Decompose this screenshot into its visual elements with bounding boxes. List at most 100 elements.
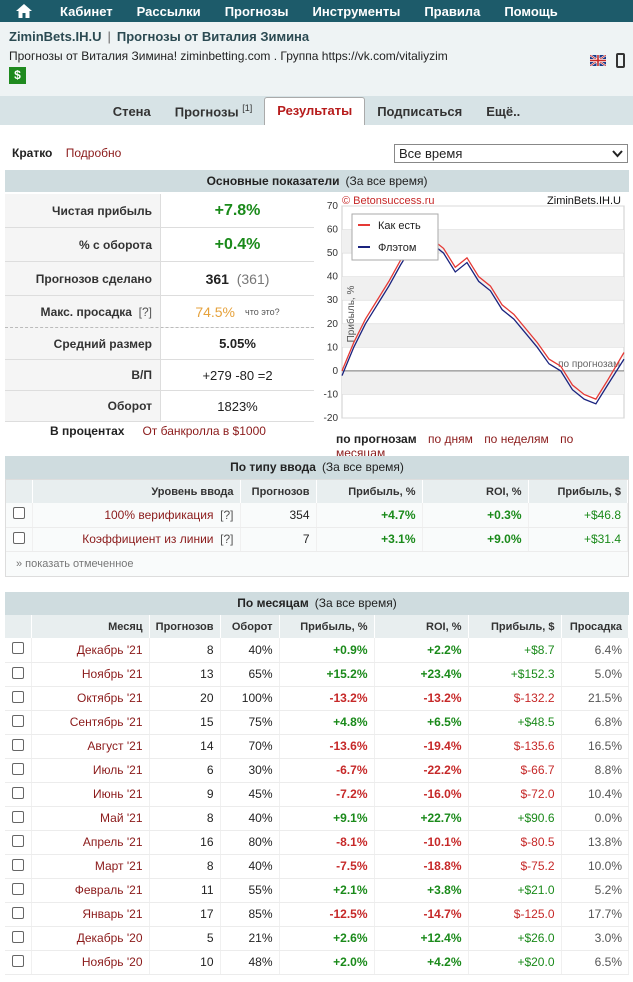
home-icon[interactable] [0, 0, 48, 22]
row-checkbox[interactable] [11, 858, 24, 871]
table-row: 100% верификация [?] 354 +4.7% +0.3% +$4… [6, 503, 628, 528]
y-tick-label: 40 [327, 272, 339, 283]
row-checkbox[interactable] [11, 954, 24, 967]
month-name[interactable]: Декабрь '21 [31, 638, 150, 663]
scale-by-prediction[interactable]: по прогнозам [336, 432, 417, 446]
nav-cabinet[interactable]: Кабинет [60, 3, 113, 19]
uk-flag-icon[interactable] [590, 55, 606, 66]
units-bank[interactable]: От банкролла в $1000 [142, 424, 266, 438]
row-checkbox[interactable] [11, 834, 24, 847]
row-checkbox[interactable] [11, 762, 24, 775]
table-row: Декабрь '20 5 21% +2.6% +12.4% +$26.0 3.0% [5, 926, 629, 951]
row-checkbox[interactable] [12, 507, 25, 520]
show-marked-link[interactable]: » показать отмеченное [16, 557, 134, 570]
row-checkbox[interactable] [11, 786, 24, 799]
profit-chart: -20 -10 0 10 20 30 40 50 60 70 © Betonsuccess.ru Zi… [318, 194, 629, 429]
table-row: Апрель '21 16 80% -8.1% -10.1% $-80.5 13.8% [5, 830, 629, 855]
chart-label-right: ZiminBets.IH.U [547, 195, 621, 207]
x-axis-label: по прогнозам [558, 359, 620, 370]
y-tick-label: 50 [327, 248, 339, 259]
table-row: Июнь '21 9 45% -7.2% -16.0% $-72.0 10.4% [5, 782, 629, 807]
stat-turnover-pct: % с оборота +0.4% [5, 228, 314, 262]
chevron-down-icon [612, 149, 623, 157]
row-checkbox[interactable] [11, 882, 24, 895]
row-checkbox[interactable] [11, 738, 24, 751]
month-name[interactable]: Ноябрь '21 [31, 662, 150, 687]
month-name[interactable]: Март '21 [31, 854, 150, 879]
y-tick-label: 70 [327, 201, 339, 212]
mode-detailed[interactable]: Подробно [65, 146, 122, 160]
tab-subscribe[interactable]: Подписаться [377, 104, 463, 119]
units-percent[interactable]: В процентах [50, 424, 125, 438]
tab-results[interactable]: Результаты [264, 97, 366, 125]
month-name[interactable]: Сентябрь '21 [31, 710, 150, 735]
by-type-section: По типу ввода (За все время) Уровень ввод… [5, 456, 629, 577]
month-name[interactable]: Июнь '21 [31, 782, 150, 807]
main-stats-table: Чистая прибыль +7.8% % с оборота +0.4% Про… [5, 194, 314, 422]
month-name[interactable]: Ноябрь '20 [31, 950, 150, 975]
row-checkbox[interactable] [11, 930, 24, 943]
row-checkbox[interactable] [11, 906, 24, 919]
nav-tools[interactable]: Инструменты [312, 3, 401, 19]
month-name[interactable]: Апрель '21 [31, 830, 150, 855]
month-name[interactable]: Декабрь '20 [31, 926, 150, 951]
y-axis-label: Прибыль, % [345, 286, 357, 343]
tab-wall[interactable]: Стена [112, 104, 151, 119]
legend-label-1: Флэтом [378, 242, 416, 254]
by-month-header: По месяцам (За все время) [5, 592, 629, 615]
row-checkbox[interactable] [12, 531, 25, 544]
by-month-section: По месяцам (За все время) Месяц Прогнозов О… [5, 592, 629, 975]
profile-tabs: Стена Прогнозы [1] Результаты Подписатьс… [0, 96, 633, 125]
stat-turnover: Оборот 1823% [5, 391, 314, 422]
table-row: Сентябрь '21 15 75% +4.8% +6.5% +$48.5 6.8% [5, 710, 629, 735]
nav-mailings[interactable]: Рассылки [136, 3, 201, 19]
level-help[interactable]: [?] [220, 507, 234, 522]
level-help[interactable]: [?] [220, 532, 234, 546]
month-name[interactable]: Август '21 [31, 734, 150, 759]
table-row: Декабрь '21 8 40% +0.9% +2.2% +$8.7 6.4% [5, 638, 629, 663]
nav-rules[interactable]: Правила [424, 3, 481, 19]
stat-win-loss: В/П +279 -80 =2 [5, 360, 314, 391]
row-checkbox[interactable] [11, 642, 24, 655]
table-row: Март '21 8 40% -7.5% -18.8% $-75.2 10.0% [5, 854, 629, 879]
scale-by-week[interactable]: по неделям [484, 432, 549, 446]
month-name[interactable]: Январь '21 [31, 902, 150, 927]
profile-name[interactable]: ZiminBets.IH.U [9, 29, 102, 44]
nav-predictions[interactable]: Прогнозы [224, 3, 289, 19]
tab-more[interactable]: Ещё.. [486, 104, 521, 119]
legend-label-0: Как есть [378, 220, 421, 232]
paid-badge: $ [9, 67, 26, 84]
month-name[interactable]: Февраль '21 [31, 878, 150, 903]
view-mode-switch: Кратко Подробно [12, 146, 121, 160]
table-row: Август '21 14 70% -13.6% -19.4% $-135.6 16.5% [5, 734, 629, 759]
stat-predictions-made: Прогнозов сделано 361 (361) [5, 262, 314, 296]
row-checkbox[interactable] [11, 810, 24, 823]
table-row: Ноябрь '20 10 48% +2.0% +4.2% +$20.0 6.5% [5, 950, 629, 975]
month-name[interactable]: Май '21 [31, 806, 150, 831]
drawdown-hint[interactable]: что это? [245, 306, 280, 317]
row-checkbox[interactable] [11, 690, 24, 703]
y-tick-label: 10 [327, 342, 339, 353]
by-month-table: Месяц Прогнозов Оборот Прибыль, % ROI, % Приб… [5, 615, 629, 975]
row-checkbox[interactable] [11, 666, 24, 679]
y-tick-label: 60 [327, 225, 339, 236]
y-tick-label: -10 [324, 389, 339, 400]
drawdown-help[interactable]: [?] [138, 304, 152, 319]
month-name[interactable]: Октябрь '21 [31, 686, 150, 711]
mobile-icon[interactable] [616, 53, 625, 68]
y-tick-label: 0 [332, 366, 338, 377]
table-row: Май '21 8 40% +9.1% +22.7% +$90.6 0.0% [5, 806, 629, 831]
stat-avg-size: Средний размер 5.05% [5, 328, 314, 360]
by-type-table: Уровень ввода Прогнозов Прибыль, % ROI, % Пр… [6, 480, 628, 552]
chart-watermark: © Betonsuccess.ru [342, 195, 434, 207]
mode-short[interactable]: Кратко [12, 146, 53, 160]
scale-by-day[interactable]: по дням [427, 432, 473, 446]
row-checkbox[interactable] [11, 714, 24, 727]
nav-help[interactable]: Помощь [504, 3, 558, 19]
tab-predictions[interactable]: Прогнозы [1] [174, 102, 253, 119]
by-type-header: По типу ввода (За все время) [5, 456, 629, 479]
top-nav: Кабинет Рассылки Прогнозы Инструменты Пр… [0, 0, 633, 22]
period-select[interactable]: Все время [394, 144, 628, 163]
month-name[interactable]: Июль '21 [31, 758, 150, 783]
table-row: Ноябрь '21 13 65% +15.2% +23.4% +$152.3 5.0% [5, 662, 629, 687]
